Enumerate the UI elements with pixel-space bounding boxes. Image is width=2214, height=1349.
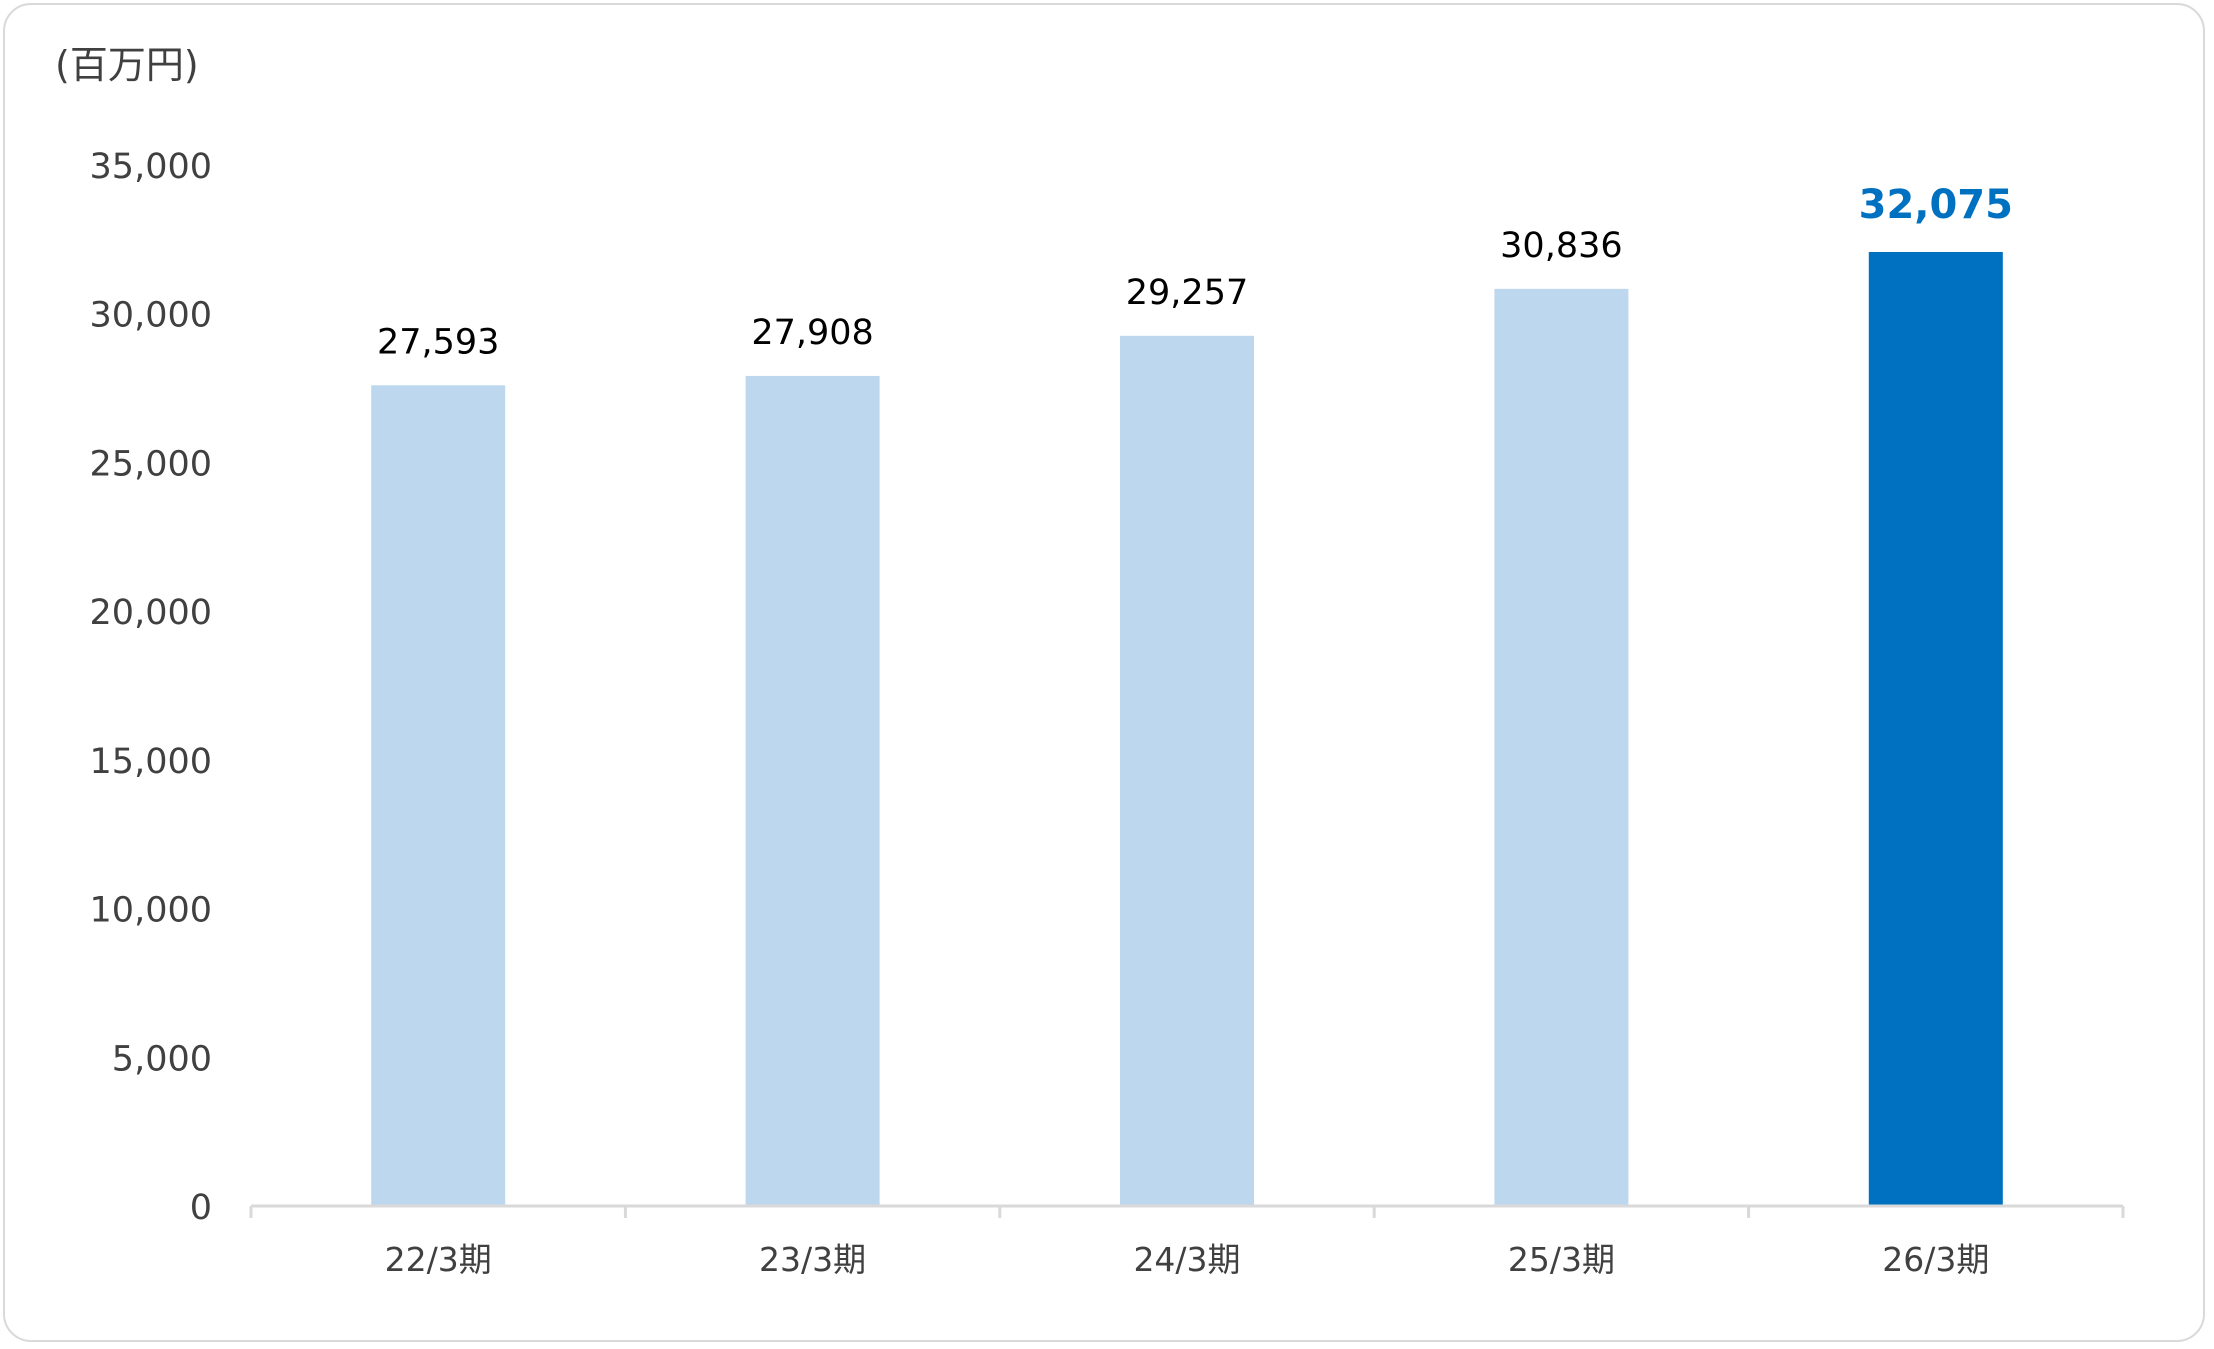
x-tick-label: 26/3期 [1882, 1240, 1989, 1279]
chart-frame [3, 3, 2205, 1342]
x-tick-label: 22/3期 [385, 1240, 492, 1279]
y-tick-label: 20,000 [90, 593, 212, 633]
value-label: 29,257 [1126, 273, 1248, 313]
x-tick-label: 25/3期 [1508, 1240, 1615, 1279]
y-tick-label: 15,000 [90, 742, 212, 782]
bars [371, 251, 2003, 1207]
bar [1120, 335, 1254, 1206]
value-labels: 27,593 27,908 29,257 30,836 32,075 [377, 182, 2013, 362]
value-label: 27,908 [751, 313, 873, 353]
y-tick-label: 5,000 [112, 1039, 212, 1079]
x-tick-label: 24/3期 [1133, 1240, 1240, 1279]
unit-label: (百万円) [55, 43, 199, 87]
x-axis-tick-labels: 22/3期 23/3期 24/3期 25/3期 26/3期 [385, 1240, 1990, 1279]
y-tick-label: 0 [190, 1188, 212, 1228]
value-label: 30,836 [1500, 226, 1622, 266]
value-label: 32,075 [1859, 182, 2013, 228]
bar [1868, 251, 2003, 1206]
y-axis-tick-labels: 0 5,000 10,000 15,000 20,000 25,000 30,000 35,0… [90, 147, 212, 1228]
value-label: 27,593 [377, 322, 499, 362]
y-tick-label: 10,000 [90, 891, 212, 931]
y-tick-label: 35,000 [90, 147, 212, 187]
bar [371, 385, 506, 1207]
x-axis [249, 1204, 2125, 1218]
y-tick-label: 25,000 [90, 444, 212, 484]
x-tick-label: 23/3期 [759, 1240, 866, 1279]
bar [745, 375, 880, 1206]
y-tick-label: 30,000 [90, 296, 212, 336]
bar [1494, 288, 1629, 1206]
